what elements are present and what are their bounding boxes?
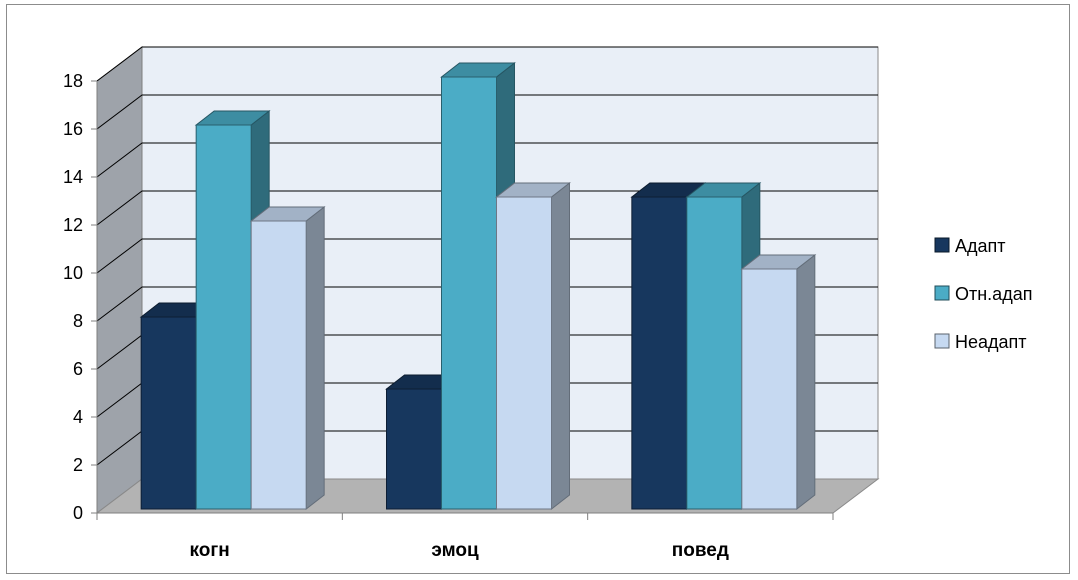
bar-Неадапт-эмоц	[496, 196, 552, 510]
y-tick-label: 8	[73, 311, 83, 331]
bar-Адапт-когн	[140, 316, 197, 510]
x-category-label: повед	[672, 540, 729, 561]
chart-area: 0 2 4 6 8 10 12 14 16 18 когн эмоц повед Адапт Отн.ада…	[6, 4, 1070, 574]
legend-swatch	[934, 285, 950, 301]
bar-Отн.адап-эмоц	[441, 76, 497, 510]
y-tick-label: 2	[73, 455, 83, 475]
legend-label: Неадапт	[955, 332, 1027, 352]
bar-Неадапт-повед	[741, 268, 798, 510]
bar-Отн.адап-повед	[686, 196, 743, 510]
bar-Адапт-повед	[631, 196, 688, 510]
bar-chart: 0 2 4 6 8 10 12 14 16 18 когн эмоц повед Адапт Отн.ада…	[63, 45, 1032, 561]
y-tick-label: 18	[63, 71, 83, 91]
bar-Неадапт-когн-side	[305, 205, 325, 511]
y-tick-label: 16	[63, 119, 83, 139]
legend-label: Адапт	[955, 236, 1006, 256]
gridline	[96, 46, 878, 82]
chart-side-wall	[96, 45, 143, 515]
legend-label: Отн.адап	[955, 284, 1032, 304]
y-tick-label: 12	[63, 215, 83, 235]
bar-Отн.адап-когн	[195, 124, 252, 510]
bar-Неадапт-эмоц-side	[551, 181, 570, 511]
bar-Неадапт-повед-side	[796, 253, 816, 511]
legend-swatch	[934, 237, 950, 253]
x-category-label: когн	[190, 540, 230, 561]
gridline	[96, 190, 878, 226]
bar-Неадапт-когн	[250, 220, 307, 510]
legend-swatch	[934, 333, 950, 349]
gridline	[96, 142, 878, 178]
y-tick-label: 10	[63, 263, 83, 283]
y-tick-label: 4	[73, 407, 83, 427]
gridline	[96, 94, 878, 130]
y-tick-label: 0	[73, 503, 83, 523]
y-tick-label: 14	[63, 167, 83, 187]
y-tick-label: 6	[73, 359, 83, 379]
x-category-label: эмоц	[431, 540, 479, 561]
bar-Адапт-эмоц	[386, 388, 442, 510]
